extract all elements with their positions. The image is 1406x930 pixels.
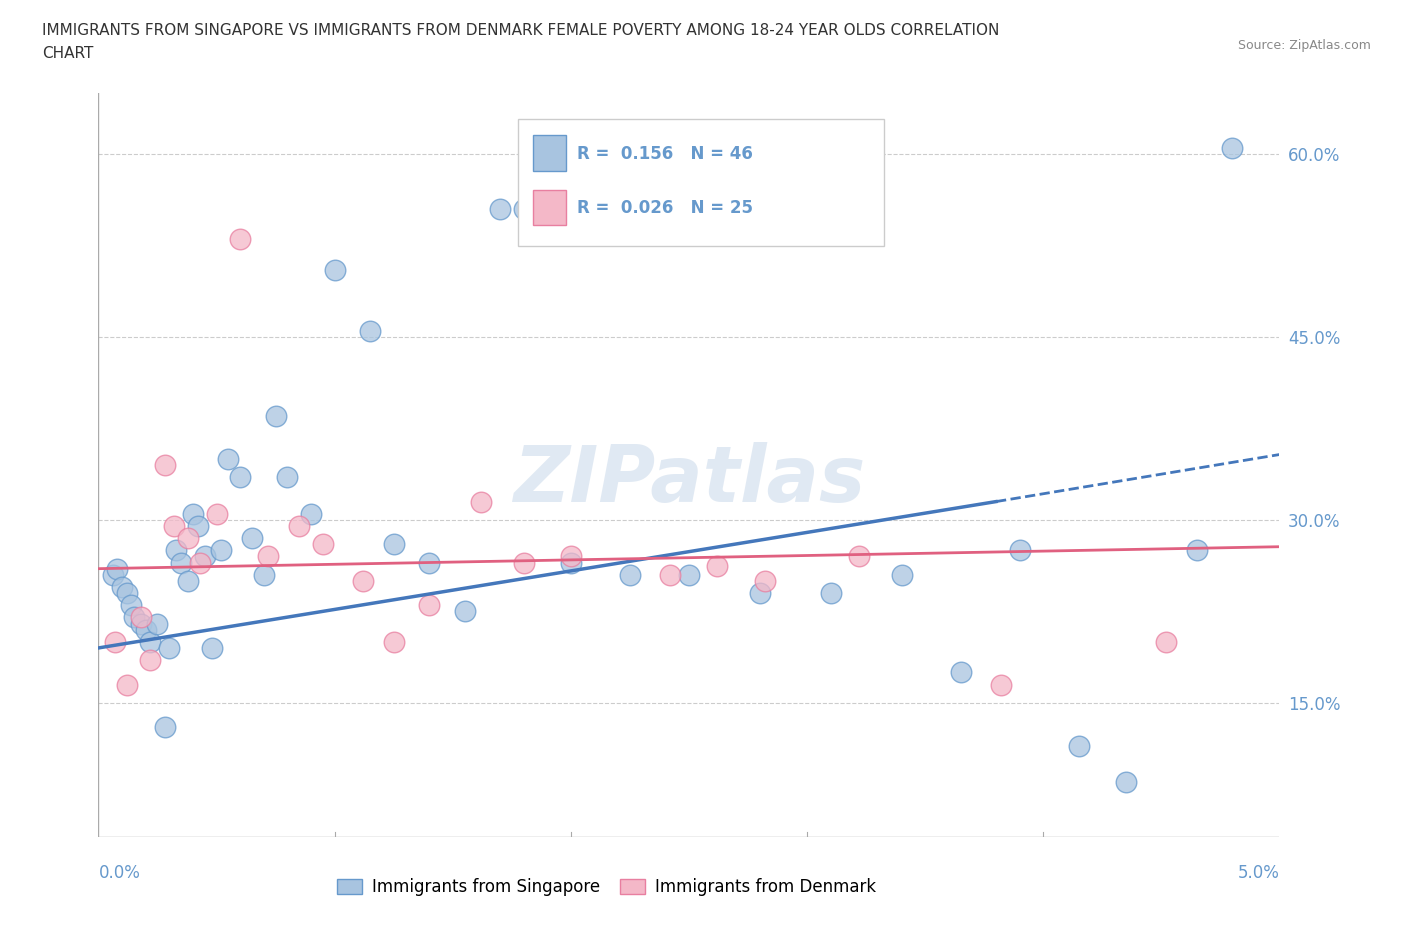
Text: R =  0.156   N = 46: R = 0.156 N = 46	[576, 145, 752, 163]
Point	[139, 653, 162, 668]
Point	[323, 262, 346, 277]
Point	[139, 634, 162, 649]
Text: CHART: CHART	[42, 46, 94, 61]
Point	[512, 202, 534, 217]
Point	[105, 561, 128, 576]
Text: Source: ZipAtlas.com: Source: ZipAtlas.com	[1237, 39, 1371, 52]
Point	[1220, 140, 1243, 155]
FancyBboxPatch shape	[517, 119, 884, 246]
Point	[299, 506, 322, 521]
Text: 5.0%: 5.0%	[1237, 864, 1279, 882]
Point	[352, 574, 374, 589]
Point	[177, 531, 200, 546]
Point	[312, 537, 335, 551]
Point	[1008, 543, 1031, 558]
Point	[153, 720, 176, 735]
Point	[157, 641, 180, 656]
Point	[288, 519, 311, 534]
Point	[949, 665, 972, 680]
Point	[121, 598, 143, 613]
Legend: Immigrants from Singapore, Immigrants from Denmark: Immigrants from Singapore, Immigrants fr…	[330, 871, 883, 903]
Point	[512, 555, 534, 570]
Point	[135, 622, 157, 637]
Point	[560, 555, 582, 570]
Point	[382, 634, 405, 649]
Point	[122, 610, 145, 625]
Point	[257, 549, 280, 564]
Point	[890, 567, 912, 582]
Point	[104, 634, 127, 649]
Point	[382, 537, 405, 551]
Bar	[533, 190, 567, 225]
Point	[101, 567, 124, 582]
Point	[820, 586, 842, 601]
Point	[111, 579, 134, 594]
Point	[240, 531, 263, 546]
Point	[146, 616, 169, 631]
Point	[706, 559, 728, 574]
Point	[264, 409, 287, 424]
Point	[217, 451, 239, 466]
Point	[115, 677, 138, 692]
Point	[489, 202, 512, 217]
Point	[209, 543, 232, 558]
Point	[253, 567, 276, 582]
Point	[187, 519, 209, 534]
Point	[194, 549, 217, 564]
Point	[453, 604, 475, 618]
Point	[1067, 738, 1090, 753]
Text: R =  0.026   N = 25: R = 0.026 N = 25	[576, 199, 752, 217]
Text: IMMIGRANTS FROM SINGAPORE VS IMMIGRANTS FROM DENMARK FEMALE POVERTY AMONG 18-24 : IMMIGRANTS FROM SINGAPORE VS IMMIGRANTS …	[42, 23, 1000, 38]
Point	[181, 506, 204, 521]
Point	[990, 677, 1012, 692]
Point	[163, 519, 186, 534]
Text: 0.0%: 0.0%	[98, 864, 141, 882]
Point	[418, 555, 440, 570]
Point	[1154, 634, 1177, 649]
Point	[619, 567, 641, 582]
Point	[560, 549, 582, 564]
Point	[276, 470, 298, 485]
Point	[359, 324, 381, 339]
Point	[170, 555, 193, 570]
Point	[1115, 775, 1137, 790]
Point	[188, 555, 211, 570]
Point	[201, 641, 224, 656]
Point	[153, 458, 176, 472]
Point	[165, 543, 187, 558]
Point	[205, 506, 228, 521]
Point	[115, 586, 138, 601]
Point	[418, 598, 440, 613]
Point	[129, 610, 152, 625]
Point	[748, 586, 770, 601]
Bar	[533, 136, 567, 171]
Point	[1185, 543, 1208, 558]
Point	[229, 470, 252, 485]
Point	[470, 494, 492, 509]
Text: ZIPatlas: ZIPatlas	[513, 442, 865, 518]
Point	[177, 574, 200, 589]
Point	[678, 567, 700, 582]
Point	[848, 549, 870, 564]
Point	[129, 616, 152, 631]
Point	[754, 574, 776, 589]
Point	[229, 232, 252, 246]
Point	[659, 567, 682, 582]
